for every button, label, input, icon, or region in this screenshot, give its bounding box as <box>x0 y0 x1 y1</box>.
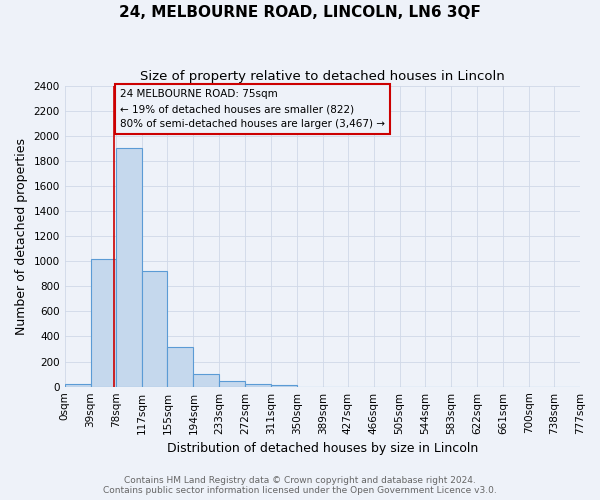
Bar <box>271 385 297 386</box>
Bar <box>245 384 271 386</box>
Bar <box>116 148 142 386</box>
Bar <box>167 346 193 387</box>
X-axis label: Distribution of detached houses by size in Lincoln: Distribution of detached houses by size … <box>167 442 478 455</box>
Bar <box>65 384 91 386</box>
Bar <box>193 374 219 386</box>
Bar <box>219 381 245 386</box>
Text: Contains HM Land Registry data © Crown copyright and database right 2024.
Contai: Contains HM Land Registry data © Crown c… <box>103 476 497 495</box>
Bar <box>142 271 167 386</box>
Text: 24, MELBOURNE ROAD, LINCOLN, LN6 3QF: 24, MELBOURNE ROAD, LINCOLN, LN6 3QF <box>119 5 481 20</box>
Bar <box>91 258 116 386</box>
Title: Size of property relative to detached houses in Lincoln: Size of property relative to detached ho… <box>140 70 505 83</box>
Text: 24 MELBOURNE ROAD: 75sqm
← 19% of detached houses are smaller (822)
80% of semi-: 24 MELBOURNE ROAD: 75sqm ← 19% of detach… <box>120 90 385 129</box>
Y-axis label: Number of detached properties: Number of detached properties <box>15 138 28 334</box>
